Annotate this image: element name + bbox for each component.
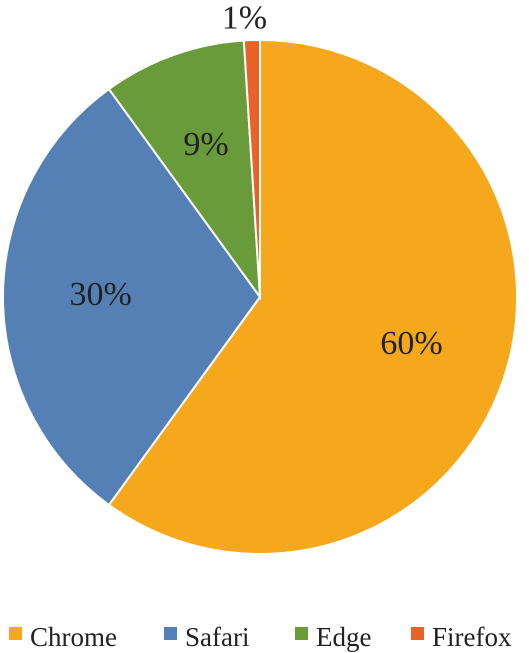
pie-slice-chrome: [107, 38, 518, 555]
pie-slice-safari: [2, 87, 262, 507]
legend-swatch-edge: [295, 627, 308, 640]
legend-swatch-firefox: [411, 627, 424, 640]
legend-item-firefox: Firefox: [411, 622, 512, 652]
slice-label-chrome: 60%: [380, 325, 442, 362]
legend-item-edge: Edge: [295, 622, 371, 652]
legend-swatch-chrome: [9, 627, 22, 640]
slice-label-safari: 30%: [70, 276, 132, 313]
pie-slice-firefox: [242, 38, 261, 298]
legend: Chrome Safari Edge Firefox: [9, 622, 512, 652]
pie-slices: [2, 38, 518, 555]
legend-label-safari: Safari: [185, 622, 249, 652]
legend-label-firefox: Firefox: [432, 622, 512, 652]
legend-swatch-safari: [164, 627, 177, 640]
pie-slice-edge: [107, 39, 262, 301]
slice-label-firefox: 1%: [222, 0, 267, 36]
slice-labels: 60% 30% 9% 1%: [70, 0, 443, 362]
legend-label-chrome: Chrome: [30, 622, 117, 652]
legend-item-chrome: Chrome: [9, 622, 117, 652]
slice-label-edge: 9%: [183, 126, 228, 163]
legend-item-safari: Safari: [164, 622, 249, 652]
legend-label-edge: Edge: [316, 622, 371, 652]
